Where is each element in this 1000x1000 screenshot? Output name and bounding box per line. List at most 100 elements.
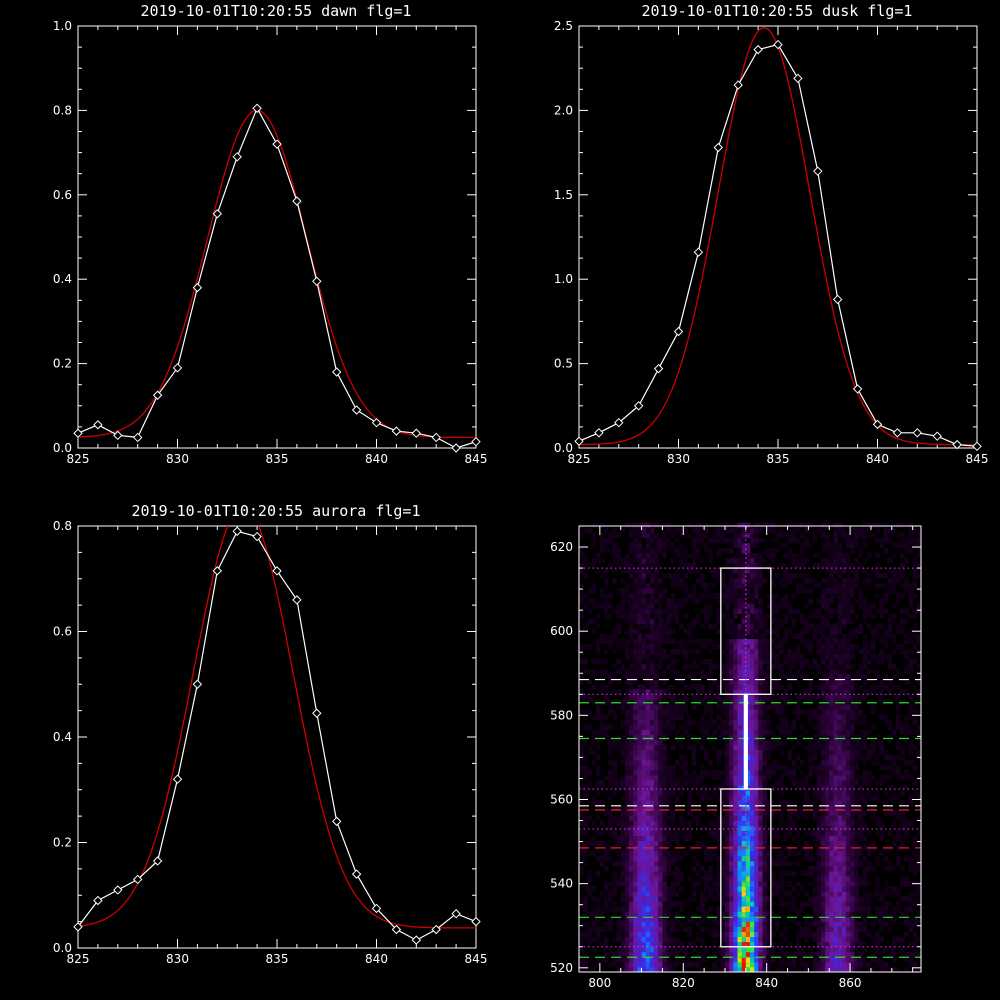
heatmap-cell (700, 891, 705, 897)
heatmap-cell (804, 573, 809, 579)
heatmap-cell (712, 770, 718, 776)
heatmap-cell (866, 780, 872, 786)
heatmap-cell (887, 653, 893, 660)
heatmap-cell (608, 537, 613, 544)
heatmap-cell (866, 754, 872, 761)
heatmap-cell (725, 906, 730, 912)
heatmap-cell (766, 739, 772, 746)
heatmap-cell (583, 739, 588, 746)
heatmap-cell (729, 694, 734, 700)
heatmap-cell (770, 800, 776, 806)
heatmap-cell (725, 946, 730, 953)
data-point-diamond (232, 152, 242, 162)
heatmap-cell (829, 749, 834, 756)
heatmap-cell (641, 724, 647, 730)
heatmap-cell (887, 866, 893, 872)
heatmap-cell (637, 891, 642, 897)
heatmap-cell (841, 911, 847, 917)
heatmap-cell (829, 800, 834, 806)
heatmap-cell (608, 724, 613, 730)
heatmap-cell (649, 563, 655, 569)
heatmap-cell (762, 901, 768, 907)
heatmap-cell (658, 724, 663, 730)
heatmap-cell (770, 941, 776, 948)
heatmap-cell (595, 765, 601, 771)
heatmap-cell (862, 664, 868, 670)
heatmap-cell (850, 830, 855, 836)
heatmap-cell (887, 901, 893, 907)
heatmap-cell (829, 830, 834, 836)
heatmap-cell (816, 714, 822, 720)
heatmap-cell (862, 835, 868, 842)
heatmap-cell (679, 921, 684, 927)
heatmap-cell (875, 961, 880, 968)
heatmap-cell (750, 603, 755, 609)
heatmap-cell (741, 558, 747, 564)
heatmap-cell (883, 810, 889, 816)
heatmap-cell (725, 547, 730, 554)
heatmap-cell (750, 653, 755, 660)
heatmap-cell (825, 765, 830, 771)
heatmap-cell (841, 643, 847, 650)
heatmap-cell (754, 871, 759, 877)
heatmap-cell (833, 547, 838, 554)
heatmap-cell (716, 860, 722, 867)
heatmap-cell (687, 775, 692, 781)
heatmap-cell (725, 618, 730, 624)
heatmap-cell (725, 603, 730, 609)
heatmap-cell (620, 820, 626, 826)
heatmap-cell (783, 855, 788, 862)
heatmap-cell (758, 724, 763, 730)
heatmap-cell (737, 633, 743, 640)
heatmap-cell (591, 729, 597, 735)
heatmap-cell (745, 775, 751, 781)
heatmap-cell (745, 669, 751, 675)
x-tick-label: 825 (67, 452, 90, 466)
heatmap-cell (666, 805, 672, 811)
heatmap-cell (620, 643, 626, 650)
heatmap-cell (825, 638, 830, 645)
heatmap-cell (766, 855, 772, 862)
heatmap-cell (833, 552, 838, 559)
heatmap-cell (762, 699, 768, 705)
heatmap-cell (720, 901, 726, 907)
heatmap-cell (658, 891, 663, 897)
heatmap-cell (579, 901, 584, 907)
heatmap-cell (862, 648, 868, 655)
heatmap-cell (795, 921, 801, 927)
heatmap-cell (612, 825, 617, 831)
heatmap-cell (712, 835, 718, 842)
heatmap-cell (620, 744, 626, 751)
heatmap-cell (904, 770, 909, 776)
heatmap-cell (808, 866, 813, 872)
heatmap-cell (641, 951, 647, 958)
heatmap-cell (804, 961, 809, 968)
heatmap-cell (858, 749, 863, 756)
heatmap-cell (712, 881, 718, 887)
heatmap-cell (845, 664, 851, 670)
heatmap-cell (820, 790, 826, 796)
heatmap-cell (620, 785, 626, 791)
heatmap-cell (745, 840, 751, 847)
heatmap-cell (687, 638, 692, 645)
heatmap-cell (708, 613, 713, 619)
heatmap-cell (833, 931, 838, 937)
heatmap-cell (624, 568, 630, 574)
data-point-diamond (431, 924, 441, 935)
heatmap-cell (804, 628, 809, 635)
heatmap-cell (750, 623, 755, 629)
heatmap-cell (812, 967, 818, 973)
heatmap-cell (820, 946, 826, 953)
heatmap-cell (800, 638, 805, 645)
heatmap-cell (741, 664, 747, 670)
heatmap-cell (725, 689, 730, 695)
heatmap-cell (641, 729, 647, 735)
heatmap-cell (670, 921, 676, 927)
heatmap-cell (645, 825, 651, 831)
heatmap-cell (791, 633, 797, 640)
heatmap-cell (733, 608, 738, 614)
y-tick-label: 0.0 (554, 441, 573, 455)
heatmap-cell (829, 598, 834, 604)
heatmap-cell (658, 719, 663, 725)
heatmap-cell (862, 941, 868, 948)
